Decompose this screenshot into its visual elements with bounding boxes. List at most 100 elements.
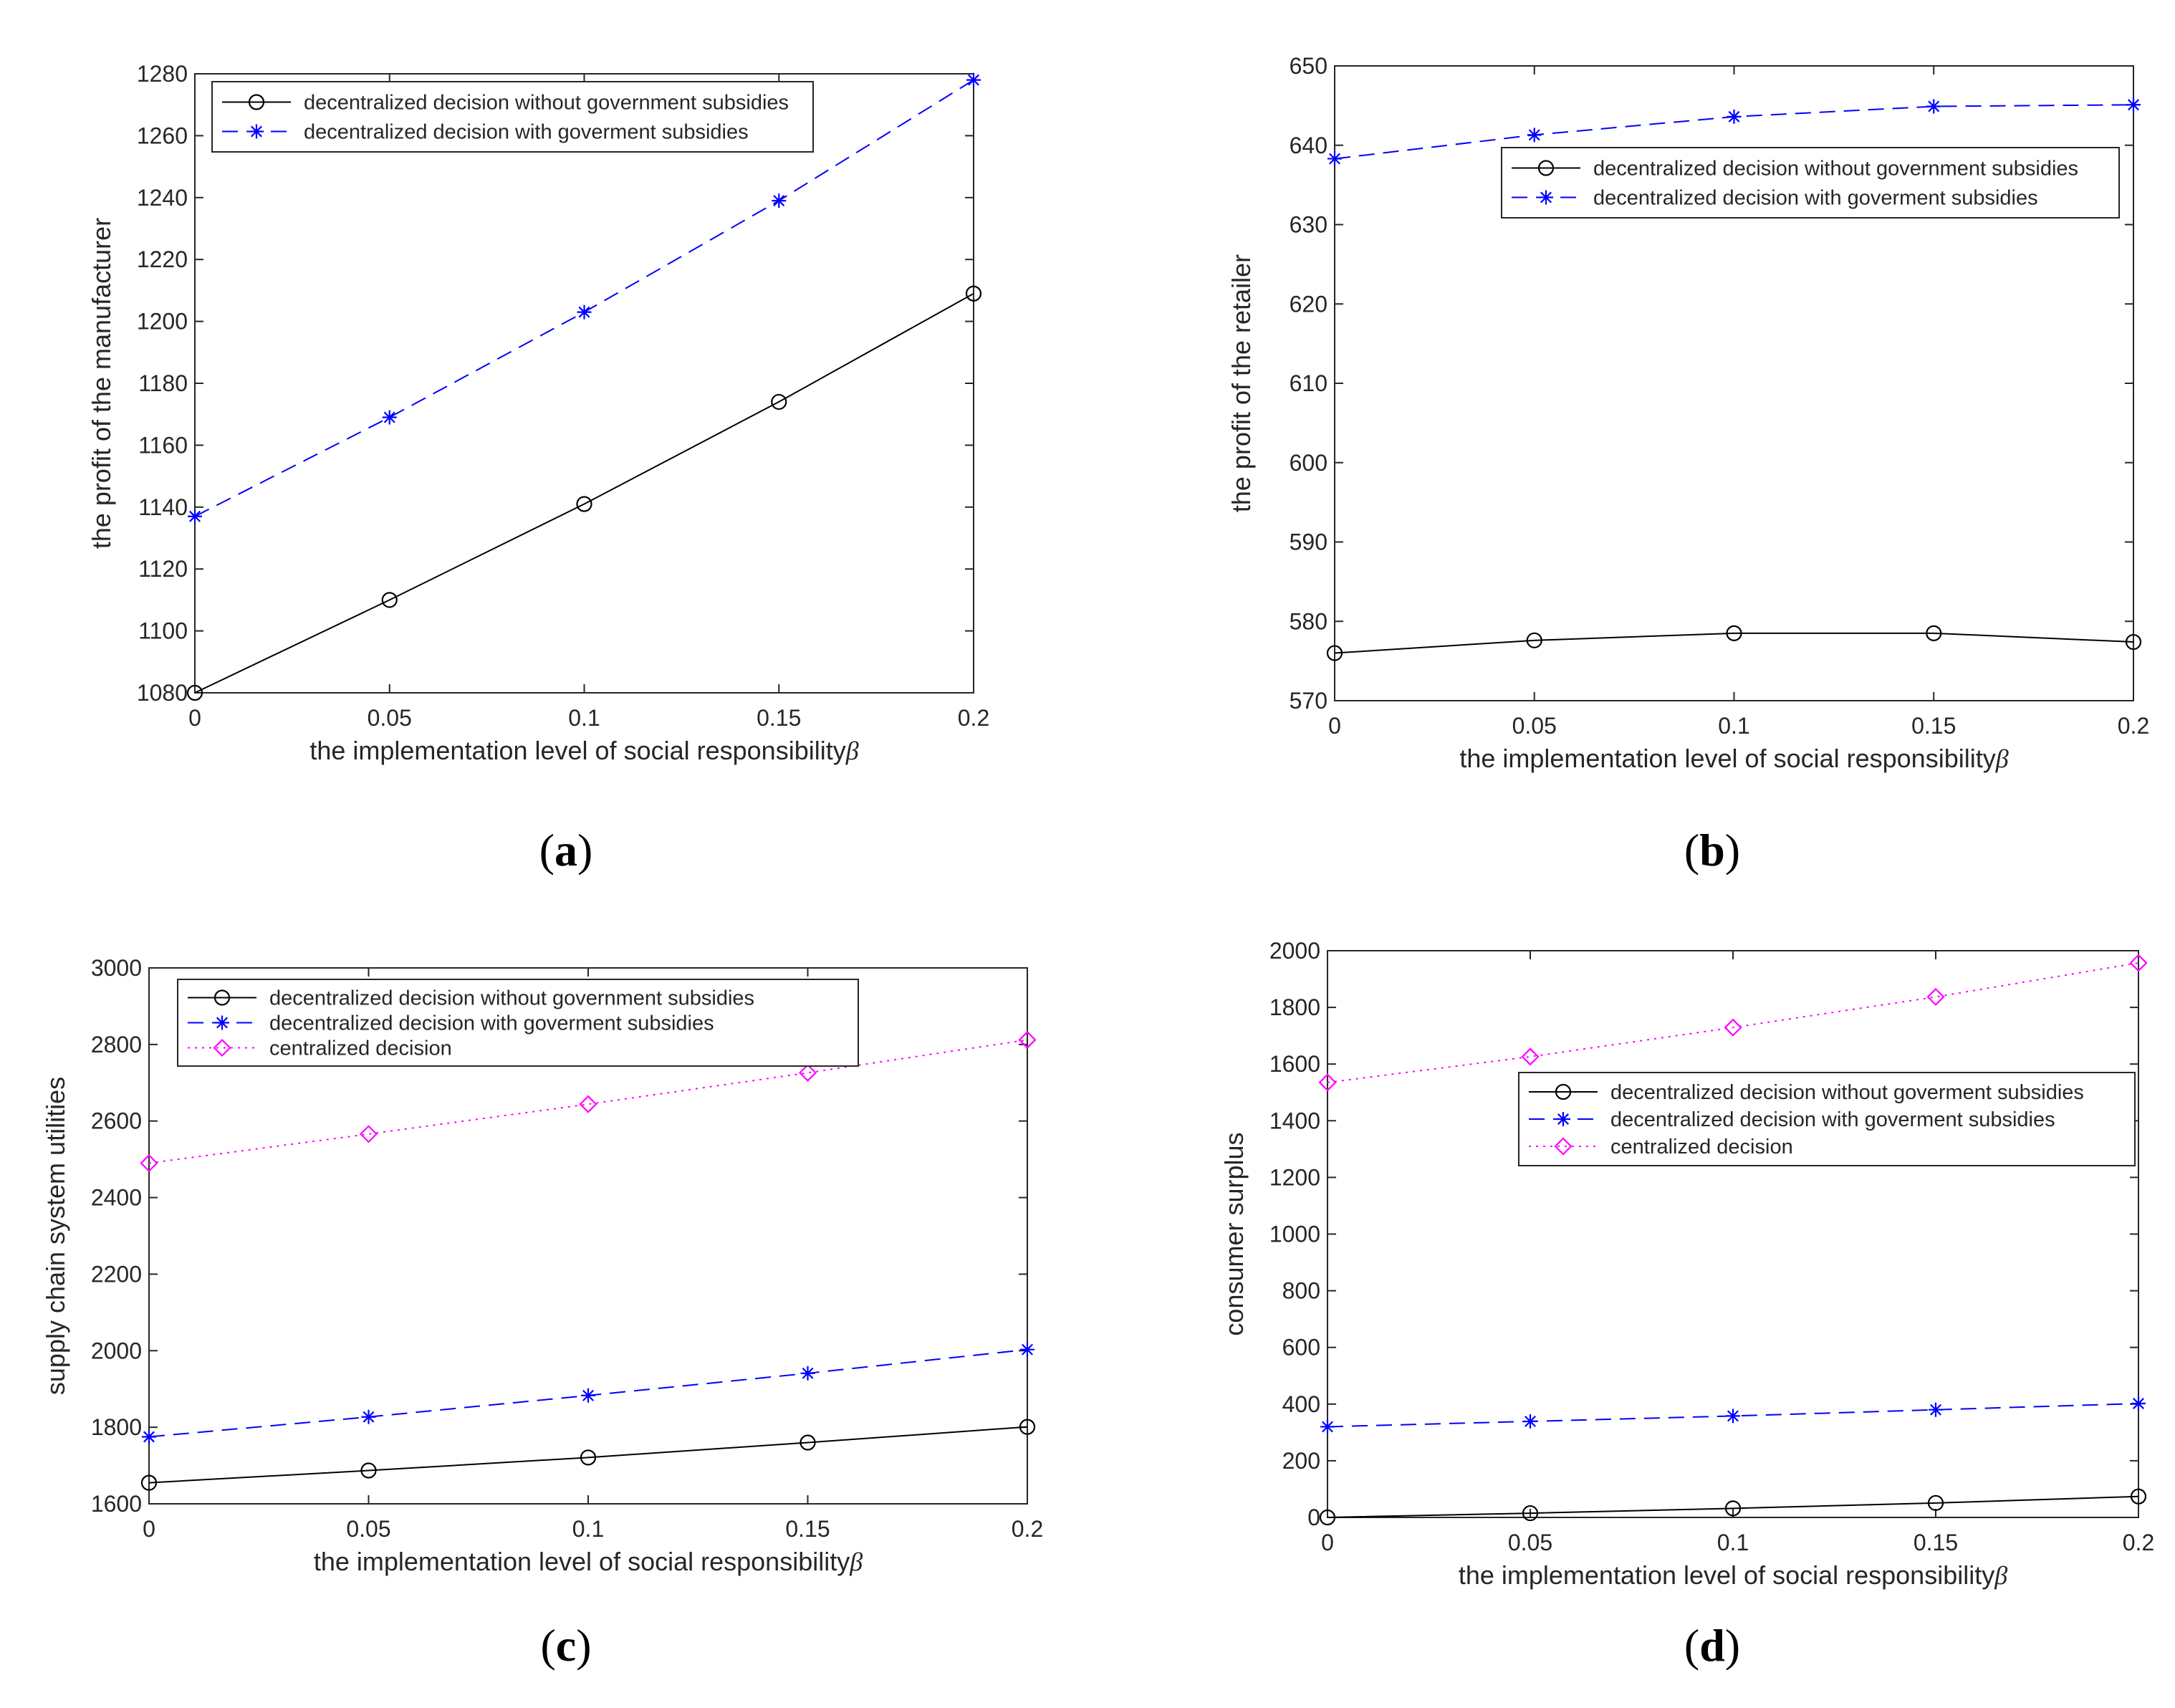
y-axis-label: supply chain system utilities (41, 1077, 70, 1395)
y-tick-label: 1080 (137, 680, 188, 706)
series-line-diamond (1327, 962, 2139, 1083)
series-line-circle (148, 1426, 1028, 1484)
x-tick-label: 0.1 (1717, 1530, 1749, 1555)
legend-entry: centralized decision (1610, 1136, 1793, 1158)
data-point-star (1320, 1419, 1335, 1434)
data-point-diamond (1521, 1047, 1540, 1066)
x-tick-label: 0.2 (958, 705, 989, 731)
data-point-circle (1019, 1419, 1036, 1435)
data-point-circle (1926, 625, 1942, 641)
legend-marker (1539, 190, 1553, 205)
data-point-circle (1927, 1494, 1944, 1511)
series-line-circle (1327, 1495, 2139, 1518)
data-point-star (2131, 1396, 2146, 1411)
y-tick-label: 2000 (91, 1338, 142, 1363)
y-tick-label: 640 (1290, 133, 1327, 158)
data-point-diamond (1318, 1073, 1337, 1092)
data-point-circle (1726, 625, 1742, 641)
chart-panel-d: 0 200 400 600 800 1000 1200 1400 1600 1800 2000 0 0.… (1219, 938, 2154, 1671)
data-point-circle (576, 496, 592, 512)
data-point-star (581, 1388, 595, 1403)
data-point-star (188, 509, 202, 524)
x-tick-label: 0.05 (368, 705, 412, 731)
data-point-star (1929, 1402, 1943, 1417)
y-tick-label: 3000 (91, 955, 142, 981)
y-tick-label: 1180 (138, 370, 188, 396)
y-tick-label: 600 (1290, 450, 1327, 476)
data-point-star (800, 1366, 815, 1381)
y-tick-label: 620 (1290, 291, 1327, 317)
legend-marker (1556, 1112, 1570, 1126)
y-tick-label: 800 (1282, 1278, 1320, 1304)
legend (211, 81, 814, 153)
y-tick-label: 2000 (1269, 938, 1320, 964)
data-point-star (1523, 1414, 1537, 1429)
legend-entry: decentralized decision with goverment su… (1610, 1108, 2055, 1131)
data-point-star (2126, 97, 2141, 112)
data-point-circle (1526, 632, 1542, 648)
legend-marker (249, 124, 264, 139)
y-tick-label: 400 (1282, 1391, 1320, 1417)
legend-marker (248, 94, 265, 110)
y-tick-label: 1160 (138, 432, 188, 458)
y-tick-label: 2600 (91, 1108, 142, 1134)
y-tick-label: 610 (1290, 370, 1327, 396)
x-tick-label: 0.05 (1508, 1530, 1552, 1555)
y-tick-label: 2400 (91, 1185, 142, 1211)
data-point-diamond (2129, 954, 2148, 972)
data-point-circle (1319, 1509, 1336, 1526)
y-tick-label: 1600 (1269, 1051, 1320, 1077)
y-tick-label: 1000 (1269, 1222, 1320, 1247)
legend-marker (213, 1038, 231, 1057)
data-point-diamond (579, 1095, 597, 1113)
legend-entry: decentralized decision without governmen… (304, 92, 789, 115)
y-tick-label: 650 (1290, 53, 1327, 79)
y-tick-label: 1220 (137, 246, 188, 272)
x-axis-label: the implementation level of social respo… (314, 1547, 863, 1576)
x-tick-label: 0 (1321, 1530, 1334, 1555)
data-point-circle (2125, 633, 2142, 651)
chart-panel-b: 570 580 590 600 610 620 630 640 650 0 0.05 0.1 0.15 0… (1226, 53, 2149, 875)
chart-panel-a: 1080 1100 1120 1140 1160 1180 1200 1220 1240 1260… (87, 61, 989, 875)
x-tick-label: 0 (1328, 713, 1341, 739)
data-point-circle (381, 592, 398, 608)
y-tick-label: 2800 (91, 1032, 142, 1057)
data-point-diamond (359, 1125, 378, 1143)
legend-marker (215, 1015, 229, 1030)
legend (177, 979, 859, 1067)
x-tick-label: 0.2 (2118, 713, 2149, 739)
data-point-diamond (1926, 987, 1945, 1007)
y-tick-label: 1260 (137, 123, 188, 148)
x-tick-label: 0.2 (1012, 1516, 1043, 1542)
y-tick-label: 1140 (138, 494, 188, 520)
y-tick-label: 590 (1290, 529, 1327, 555)
data-point-circle (2130, 1488, 2147, 1505)
y-tick-label: 570 (1290, 688, 1327, 714)
y-tick-label: 0 (1307, 1505, 1320, 1530)
legend-marker (1555, 1083, 1572, 1100)
data-point-circle (360, 1462, 377, 1479)
x-tick-label: 0 (143, 1516, 155, 1542)
x-tick-label: 0.2 (2123, 1530, 2154, 1555)
data-point-star (1926, 99, 1941, 114)
x-tick-label: 0.15 (1911, 713, 1956, 739)
subfigure-caption: (d) (1684, 1620, 1740, 1671)
x-axis-label: the implementation level of social respo… (1459, 1560, 2007, 1590)
legend-marker (1537, 160, 1555, 176)
data-point-diamond (1018, 1030, 1037, 1050)
data-point-star (382, 410, 397, 425)
data-point-circle (140, 1474, 158, 1491)
y-tick-label: 2200 (91, 1261, 142, 1287)
legend-entry: decentralized decision with goverment su… (269, 1012, 714, 1035)
x-tick-label: 0.15 (757, 705, 801, 731)
y-tick-label: 1100 (138, 618, 188, 644)
legend-entry: decentralized decision with goverment su… (304, 121, 749, 144)
y-axis-label: consumer surplus (1219, 1132, 1249, 1335)
subfigure-caption: (c) (540, 1620, 591, 1671)
plot-area (194, 73, 974, 694)
data-point-star (142, 1429, 156, 1444)
y-tick-label: 580 (1290, 608, 1327, 634)
x-axis-label: the implementation level of social respo… (1459, 744, 2008, 773)
x-tick-label: 0.1 (568, 705, 600, 731)
